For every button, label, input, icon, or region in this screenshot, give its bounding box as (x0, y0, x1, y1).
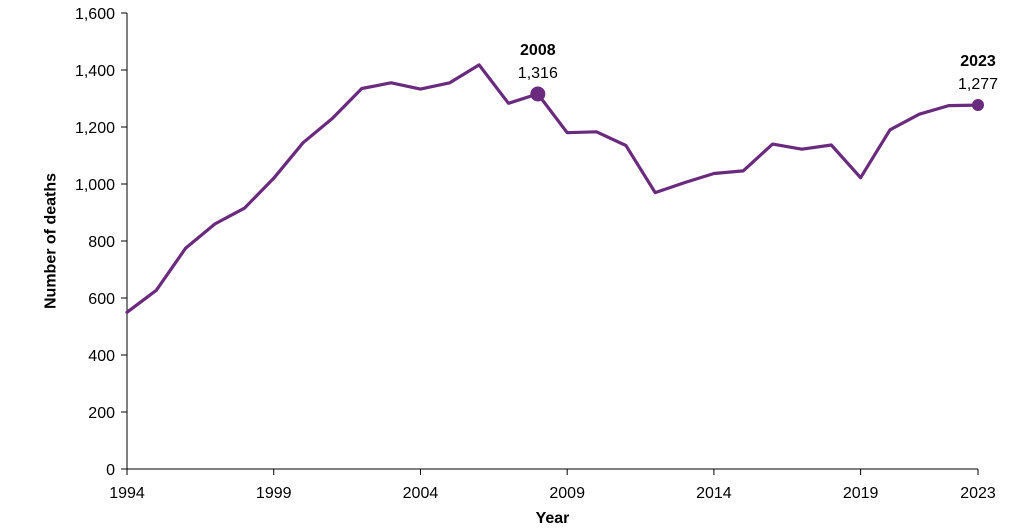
x-tick-label: 1994 (109, 485, 145, 502)
highlight-point-2008 (530, 86, 546, 102)
x-tick-label: 2004 (403, 485, 439, 502)
y-axis-title: Number of deaths (43, 173, 60, 309)
y-tick-label: 600 (88, 291, 115, 308)
x-tick-label: 1999 (256, 485, 292, 502)
y-axis: 0 200 400 600 800 1,000 1,200 1,400 1,600 (75, 6, 128, 479)
y-tick-label: 400 (88, 348, 115, 365)
x-tick-label: 2023 (960, 485, 996, 502)
y-tick-label: 800 (88, 234, 115, 251)
y-tick-label: 1,400 (75, 63, 115, 80)
y-tick-label: 200 (88, 405, 115, 422)
y-tick-label: 1,200 (75, 120, 115, 137)
annotation-year-2008: 2008 (520, 42, 556, 59)
annotations: 2008 1,316 2023 1,277 (518, 42, 998, 112)
y-tick-label: 1,000 (75, 177, 115, 194)
x-tick-label: 2014 (696, 485, 732, 502)
annotation-value-2023: 1,277 (958, 76, 998, 93)
x-axis: 1994 1999 2004 2009 2014 2019 2023 (109, 468, 996, 502)
x-tick-label: 2009 (549, 485, 585, 502)
highlight-point-2023 (972, 99, 984, 112)
y-tick-label: 1,600 (75, 6, 115, 23)
x-tick-label: 2019 (843, 485, 879, 502)
series-line-deaths (125, 63, 980, 314)
x-axis-title: Year (536, 510, 570, 527)
annotation-value-2008: 1,316 (518, 65, 558, 82)
y-tick-label: 0 (106, 462, 115, 479)
annotation-year-2023: 2023 (960, 53, 996, 70)
